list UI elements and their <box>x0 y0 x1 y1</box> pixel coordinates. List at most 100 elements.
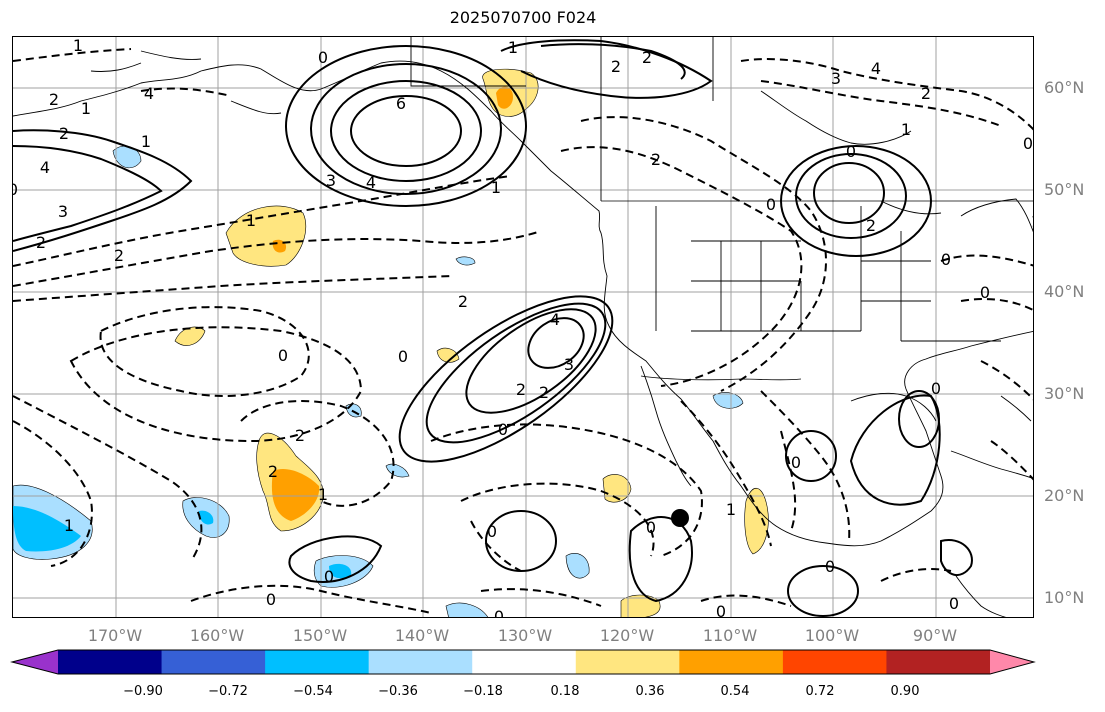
contour-label: 4 <box>550 310 560 329</box>
contour-label: 0 <box>398 347 408 366</box>
colorbar-tick-label: −0.18 <box>463 684 503 699</box>
colorbar-extend-low <box>12 650 58 674</box>
contour-label: 0 <box>949 594 959 613</box>
shade-positive <box>602 474 632 503</box>
shade-negative-strong <box>199 510 214 525</box>
contour-label: 6 <box>396 94 406 113</box>
contour-label: 0 <box>716 602 726 618</box>
lat-label-60n: 60°N <box>1044 78 1085 97</box>
colorbar <box>10 649 1036 675</box>
lat-label-30n: 30°N <box>1044 384 1085 403</box>
contour-label: 0 <box>931 379 941 398</box>
contour-label: 0 <box>646 518 656 537</box>
contour-label: 0 <box>941 250 951 269</box>
coastlines <box>13 37 1033 617</box>
shade-negative <box>345 403 362 418</box>
contour-label: 1 <box>508 38 518 57</box>
contour-label: 1 <box>318 485 328 504</box>
contour-label: 0 <box>766 195 776 214</box>
location-marker <box>671 509 689 527</box>
contour-label: 0 <box>13 180 18 199</box>
colorbar-segments <box>10 649 1036 675</box>
lat-label-50n: 50°N <box>1044 180 1085 199</box>
contour-label: 2 <box>516 380 526 399</box>
contour-label: 0 <box>498 420 508 439</box>
colorbar-extend-high <box>990 650 1034 674</box>
contour-label: 3 <box>326 171 336 190</box>
shade-positive <box>174 326 206 346</box>
contour-label: 0 <box>980 283 990 302</box>
contour-label: 1 <box>1031 212 1034 231</box>
contours-negative <box>13 48 1033 614</box>
contour-label: 2 <box>36 233 46 252</box>
shade-negative-strong <box>329 563 352 579</box>
colorbar-segment <box>58 650 163 674</box>
contour-label: 0 <box>846 142 856 161</box>
shade-positive-strong <box>496 86 513 109</box>
contour-label: 0 <box>1023 134 1033 153</box>
colorbar-segment <box>679 650 784 674</box>
lat-label-40n: 40°N <box>1044 282 1085 301</box>
contour-label: 1 <box>491 178 501 197</box>
shade-negative <box>455 256 476 266</box>
contour-label: 2 <box>866 216 876 235</box>
contour-label: 2 <box>268 462 278 481</box>
contour-label: 1 <box>141 132 151 151</box>
contour-label: 4 <box>144 84 154 103</box>
contour-label: 2 <box>458 292 468 311</box>
shade-negative <box>445 602 488 617</box>
contour-label: 1 <box>81 99 91 118</box>
shade-negative <box>712 392 744 409</box>
contour-label: 0 <box>266 590 276 609</box>
contour-label: 1 <box>64 516 74 535</box>
map-panel: 1210122342416340112234210220024322000221… <box>12 36 1034 618</box>
shade-negative <box>565 553 590 579</box>
contour-label: 4 <box>366 173 376 192</box>
colorbar-segment <box>886 650 991 674</box>
contour-label: 2 <box>611 57 621 76</box>
contour-label: 3 <box>564 355 574 374</box>
contour-label: 2 <box>539 383 549 402</box>
colorbar-segment <box>575 650 680 674</box>
shade-positive <box>436 347 460 363</box>
contour-label: 0 <box>494 607 504 618</box>
colorbar-outline <box>10 649 1036 675</box>
shaded-field <box>13 68 769 617</box>
contour-label: 2 <box>59 124 69 143</box>
contour-label: 0 <box>324 567 334 586</box>
lon-label-100w: 100°W <box>804 626 860 645</box>
shade-positive-strong <box>271 468 320 521</box>
graticule <box>13 37 1033 617</box>
shade-negative <box>112 145 142 169</box>
shade-negative <box>385 463 410 478</box>
colorbar-tick-label: 0.54 <box>720 684 750 699</box>
chart-title: 2025070700 F024 <box>449 8 597 27</box>
shade-positive <box>225 205 307 267</box>
colorbar-tick-label: −0.90 <box>123 684 163 699</box>
contour-label: 0 <box>791 453 801 472</box>
shade-negative-strong <box>13 506 81 552</box>
lon-label-110w: 110°W <box>702 626 758 645</box>
colorbar-segment <box>161 650 266 674</box>
map-canvas: 1210122342416340112234210220024322000221… <box>13 37 1034 618</box>
contour-label: 1 <box>901 120 911 139</box>
colorbar-tick-label: 0.18 <box>550 684 580 699</box>
colorbar-tick-label: 0.90 <box>890 684 920 699</box>
colorbar-segment <box>265 650 370 674</box>
lat-label-10n: 10°N <box>1044 588 1085 607</box>
shade-positive <box>744 488 769 555</box>
contour-label: 0 <box>278 346 288 365</box>
lat-label-20n: 20°N <box>1044 486 1085 505</box>
colorbar-segment <box>472 650 577 674</box>
colorbar-tick-label: −0.36 <box>378 684 418 699</box>
contour-label: 3 <box>831 69 841 88</box>
contour-label: 4 <box>40 158 50 177</box>
contour-label: 0 <box>318 48 328 67</box>
contour-label: 3 <box>58 202 68 221</box>
colorbar-tick-label: −0.72 <box>208 684 248 699</box>
contour-label: 2 <box>295 426 305 445</box>
lon-label-160w: 160°W <box>189 626 245 645</box>
lon-label-130w: 130°W <box>497 626 553 645</box>
contour-label: 4 <box>871 59 881 78</box>
lon-label-120w: 120°W <box>599 626 655 645</box>
